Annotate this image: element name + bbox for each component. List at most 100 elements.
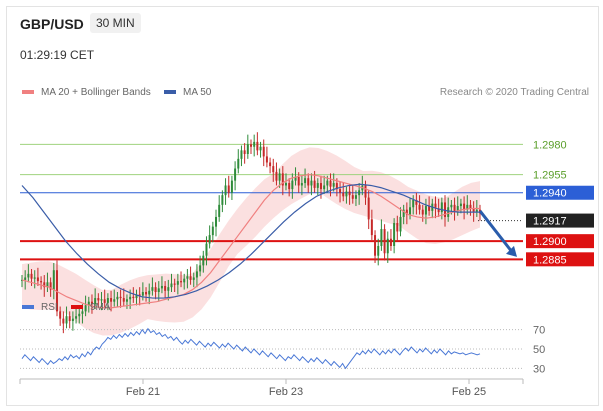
candle	[259, 141, 262, 158]
timeframe-badge[interactable]: 30 MIN	[90, 13, 141, 33]
candle	[195, 264, 198, 288]
candle	[199, 255, 202, 277]
level-label-1.2940: 1.2940	[526, 185, 594, 200]
candle	[354, 190, 357, 207]
price-chart: 1.2980 1.2955 1.2940 1.2917 1.2900 1.2885	[20, 132, 594, 336]
candle	[148, 283, 151, 305]
ma50-line	[21, 183, 480, 299]
ma50-legend-label: MA 50	[183, 87, 212, 98]
candle	[218, 195, 221, 222]
candle	[224, 178, 227, 205]
candle	[49, 277, 52, 297]
candle	[367, 190, 370, 230]
candle	[230, 175, 233, 200]
candle	[208, 225, 211, 249]
candle	[202, 250, 205, 273]
candle	[281, 166, 284, 196]
candle	[342, 183, 345, 202]
candle	[250, 139, 252, 154]
candle	[377, 238, 380, 266]
x-axis: Feb 21 Feb 23 Feb 25	[19, 378, 524, 398]
candle	[284, 173, 287, 191]
candle	[288, 178, 291, 197]
candle	[46, 272, 49, 292]
candle	[90, 294, 93, 314]
candle	[453, 197, 456, 221]
rsi-ma-legend-swatch	[71, 305, 83, 309]
candle	[30, 269, 33, 286]
candle	[316, 178, 319, 196]
candle	[396, 215, 399, 242]
candle	[269, 157, 272, 174]
level-label-1.2917: 1.2917	[526, 213, 594, 228]
candle	[78, 308, 81, 324]
ma20-line	[21, 173, 480, 309]
svg-text:1.2900: 1.2900	[533, 236, 567, 248]
candle	[33, 270, 36, 289]
credit-text: Research © 2020 Trading Central	[440, 87, 589, 98]
candle	[339, 181, 342, 203]
svg-text:1.2940: 1.2940	[533, 188, 567, 200]
candle	[27, 264, 30, 283]
candle	[192, 272, 195, 288]
candle	[132, 287, 135, 303]
timestamp: 01:29:19 CET	[20, 48, 95, 62]
candle	[40, 276, 43, 290]
ma20-legend-label: MA 20 + Bollinger Bands	[41, 87, 151, 98]
candle	[52, 262, 55, 300]
candle	[332, 173, 335, 192]
candle	[472, 201, 475, 222]
candle	[154, 282, 157, 300]
level-label-1.2980: 1.2980	[533, 139, 567, 151]
candle	[415, 192, 418, 215]
level-label-1.2900: 1.2900	[526, 234, 594, 249]
candle	[227, 175, 230, 198]
candle	[122, 288, 125, 307]
candle	[310, 173, 313, 196]
candle	[205, 236, 208, 266]
x-tick-label: Feb 21	[126, 386, 160, 398]
rsi-tick-30: 30	[533, 363, 545, 375]
candle	[97, 293, 100, 308]
rsi-chart: 70 50 30	[20, 325, 545, 375]
svg-text:1.2980: 1.2980	[533, 139, 567, 151]
candle	[418, 195, 421, 215]
candle	[437, 198, 440, 217]
forecast-arrow-shaft	[478, 209, 514, 253]
candle	[412, 195, 415, 215]
candle	[62, 311, 65, 334]
candle	[59, 306, 62, 326]
candle	[186, 269, 189, 289]
candle	[253, 134, 256, 157]
rsi-ma-legend-label: 9MA	[90, 302, 111, 313]
candle	[272, 158, 275, 182]
svg-text:1.2885: 1.2885	[533, 254, 567, 266]
candle	[160, 276, 163, 294]
forecast-arrow-head	[506, 245, 517, 257]
candle	[113, 289, 116, 307]
candle	[265, 146, 268, 168]
candle	[402, 204, 405, 225]
candle	[221, 190, 224, 213]
candle	[304, 168, 307, 188]
svg-text:1.2955: 1.2955	[533, 170, 567, 182]
candle	[447, 197, 450, 222]
candle	[71, 311, 74, 331]
candle	[275, 162, 278, 186]
candle	[380, 219, 383, 251]
ma20-legend-swatch	[22, 90, 34, 94]
candle	[424, 198, 427, 225]
rsi-legend-swatch	[22, 305, 34, 309]
candle	[36, 267, 39, 286]
candle	[55, 260, 58, 317]
candle	[434, 196, 437, 219]
rsi-line	[21, 327, 481, 370]
candle	[300, 175, 303, 196]
candle	[459, 198, 462, 214]
candle	[116, 292, 119, 307]
candle	[189, 266, 192, 285]
candle	[246, 134, 249, 159]
candle	[119, 289, 122, 308]
x-tick-label: Feb 25	[452, 386, 486, 398]
candle	[399, 207, 402, 237]
